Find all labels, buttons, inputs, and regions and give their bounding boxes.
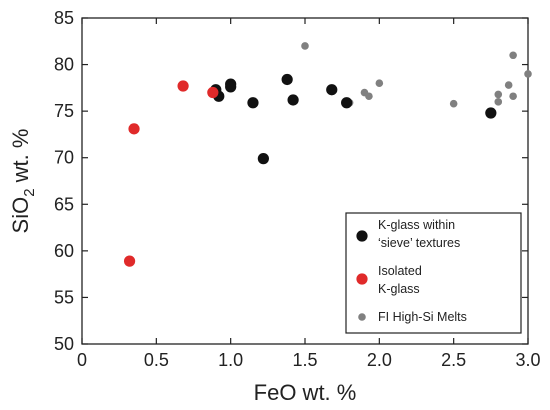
y-tick-label: 85 (54, 8, 74, 28)
data-point (287, 94, 299, 106)
data-point (504, 81, 513, 89)
legend-label: K-glass within (378, 218, 455, 232)
data-point (494, 98, 503, 106)
y-tick-label: 75 (54, 101, 74, 121)
x-tick-label: 0 (77, 350, 87, 370)
legend-label: K-glass (378, 282, 420, 296)
data-point (509, 51, 517, 60)
data-point (449, 99, 458, 108)
y-axis-label-main: SiO (8, 197, 33, 234)
x-axis-label: FeO wt. % (254, 380, 357, 405)
data-point (301, 42, 309, 50)
axis-ticks (81, 17, 529, 345)
legend-marker (356, 273, 368, 285)
y-axis-label-subscript: 2 (21, 188, 38, 196)
data-point (123, 255, 136, 267)
data-points (123, 42, 532, 267)
data-point (365, 92, 373, 101)
data-point (485, 107, 497, 119)
y-axis-label: SiO2 wt. % (8, 129, 38, 234)
x-tick-label: 2.0 (367, 350, 392, 370)
x-tick-label: 1.0 (218, 350, 243, 370)
data-point (128, 123, 140, 135)
y-tick-label: 60 (54, 241, 74, 261)
data-point (177, 80, 189, 92)
data-point (341, 97, 353, 109)
legend-label: Isolated (378, 264, 422, 278)
data-point (257, 153, 269, 165)
x-tick-label: 3.0 (515, 350, 540, 370)
y-tick-label: 80 (54, 55, 74, 75)
data-point (225, 81, 237, 93)
data-point (524, 70, 532, 78)
x-tick-label: 2.5 (441, 350, 466, 370)
data-point (509, 92, 517, 101)
data-point (375, 79, 384, 87)
y-tick-label: 70 (54, 148, 74, 168)
legend-box (345, 212, 522, 334)
legend-marker (356, 230, 368, 242)
legend-label: ‘sieve’ textures (378, 236, 460, 250)
legend: K-glass within ‘sieve’ textures Isolated K… (345, 212, 522, 334)
data-point (281, 73, 293, 86)
y-tick-labels: 50 55 60 65 70 75 80 85 (54, 8, 74, 354)
data-point (247, 97, 259, 109)
data-point (494, 90, 503, 99)
y-tick-label: 50 (54, 334, 74, 354)
legend-label: FI High-Si Melts (378, 310, 467, 324)
x-tick-label: 1.5 (292, 350, 317, 370)
x-tick-label: 0.5 (144, 350, 169, 370)
y-tick-label: 65 (54, 194, 74, 214)
y-axis-label-tail: wt. % (8, 129, 33, 189)
y-tick-label: 55 (54, 287, 74, 307)
legend-marker (358, 313, 366, 321)
data-point (326, 84, 338, 96)
data-point (207, 86, 219, 99)
x-tick-labels: 0 0.5 1.0 1.5 2.0 2.5 3.0 (77, 350, 541, 370)
